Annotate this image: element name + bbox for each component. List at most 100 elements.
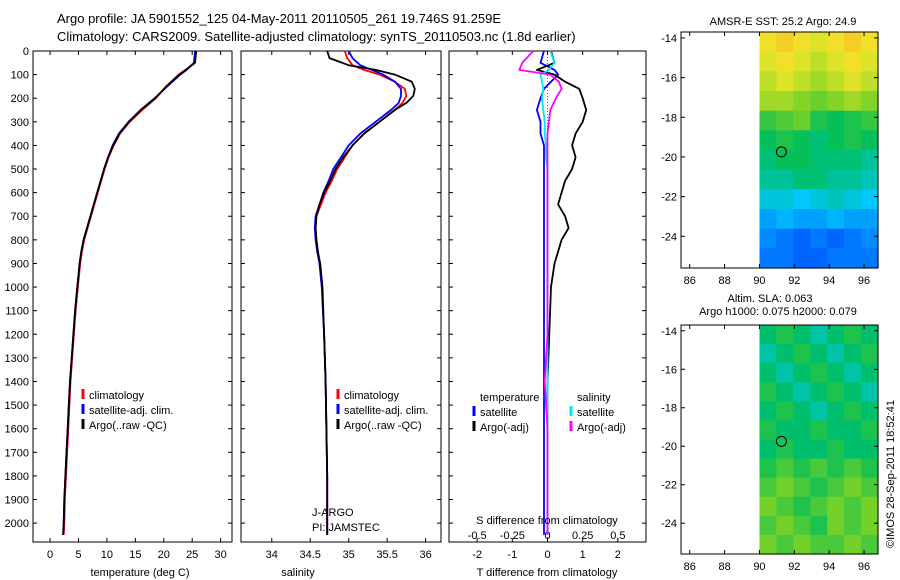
temperature-plot-frame	[32, 50, 233, 543]
sla-heatmap-cell	[776, 477, 794, 498]
sst-x-tick-label: 96	[858, 275, 870, 287]
sst-heatmap-cell	[810, 110, 828, 131]
salinity-annotation-jargo: J-ARGO	[312, 507, 354, 519]
sst-heatmap-cell	[861, 32, 879, 53]
sst-heatmap-cell	[759, 110, 777, 131]
sla-heatmap-cell	[810, 534, 828, 555]
sla-heatmap-cell	[759, 363, 777, 383]
sla-heatmap-cell	[793, 534, 811, 555]
salinity-x-tick-label: 34.5	[300, 549, 321, 561]
difference-s-tick-label: -0.5	[468, 530, 487, 542]
sst-heatmap-cell	[759, 189, 777, 210]
difference-legend-label: Argo(-adj)	[480, 422, 529, 434]
sst-heatmap-cell	[759, 248, 777, 269]
sst-heatmap-cell	[844, 130, 862, 151]
sla-heatmap-cell	[776, 515, 794, 536]
sla-heatmap-cell	[776, 382, 794, 402]
sla-heatmap-cell	[759, 382, 777, 402]
sla-heatmap-cell	[861, 344, 879, 364]
sla-heatmap-cell	[861, 477, 879, 498]
difference-x-tick-label: 2	[615, 549, 621, 561]
sla-heatmap-cell	[776, 325, 794, 345]
sla-y-tick-label: -24	[661, 518, 677, 530]
sla-heatmap-cell	[776, 363, 794, 383]
sla-heatmap-cell	[776, 458, 794, 479]
sst-heatmap-cell	[759, 91, 777, 112]
imos-credit: ©IMOS 28-Sep-2011 18:52:41	[885, 400, 897, 548]
sst-heatmap-cell	[776, 51, 794, 72]
sst-heatmap-cell	[759, 150, 777, 171]
sst-heatmap-cell	[793, 248, 811, 269]
sst-heatmap-cell	[793, 130, 811, 151]
sla-heatmap-cell	[827, 439, 845, 460]
salinity-series-line	[314, 50, 408, 535]
difference-x-tick-label: -2	[472, 549, 482, 561]
sst-heatmap-cell	[793, 110, 811, 131]
sla-heatmap-cell	[759, 477, 777, 498]
temperature-profile-panel: 0100200300400500600700800900100011001200…	[5, 46, 233, 561]
sst-heatmap-cell	[844, 150, 862, 171]
difference-legend-label: salinity	[577, 392, 611, 404]
sla-heatmap-cell	[810, 325, 828, 345]
salinity-x-tick-label: 35.5	[376, 549, 397, 561]
sst-y-tick-label: -18	[661, 112, 677, 124]
sla-map-title: Altim. SLA: 0.063	[728, 293, 813, 305]
sla-heatmap-cell	[861, 496, 879, 517]
temperature-xlabel: temperature (deg C)	[90, 567, 189, 579]
sst-heatmap-cell	[827, 189, 845, 210]
sla-heatmap-cell	[844, 325, 862, 345]
depth-tick-label: 1900	[5, 495, 29, 507]
sla-heatmap-cell	[759, 325, 777, 345]
sla-heatmap-cell	[844, 420, 862, 441]
temperature-x-tick-label: 10	[101, 549, 113, 561]
difference-legend-label: satellite	[480, 407, 517, 419]
depth-tick-label: 1500	[5, 400, 29, 412]
salinity-legend-label: climatology	[344, 390, 400, 402]
sst-heatmap-cell	[844, 91, 862, 112]
sla-heatmap-cell	[810, 515, 828, 536]
difference-s-tick-label: -0.25	[500, 530, 525, 542]
sst-heatmap-cell	[827, 169, 845, 190]
depth-tick-label: 1400	[5, 376, 29, 388]
sla-x-tick-label: 94	[823, 561, 835, 573]
sla-heatmap-cell	[827, 477, 845, 498]
difference-x-tick-label: -1	[507, 549, 517, 561]
sla-heatmap-cell	[759, 439, 777, 460]
salinity-x-tick-label: 34	[266, 549, 278, 561]
sla-heatmap-cell	[776, 439, 794, 460]
sla-heatmap-cell	[759, 344, 777, 364]
sla-heatmap-cell	[861, 363, 879, 383]
sst-heatmap-cell	[844, 189, 862, 210]
sst-heatmap-cell	[844, 248, 862, 269]
sla-heatmap-cell	[793, 477, 811, 498]
sla-heatmap-cell	[861, 401, 879, 421]
sla-argo-position-marker	[775, 435, 787, 447]
depth-tick-label: 600	[11, 188, 29, 200]
sla-heatmap-cell	[793, 496, 811, 517]
header-line-1: Argo profile: JA 5901552_125 04-May-2011…	[57, 11, 501, 26]
sla-heatmap-cell	[810, 458, 828, 479]
depth-tick-label: 1200	[5, 329, 29, 341]
sla-heatmap-cell	[861, 439, 879, 460]
depth-tick-label: 1600	[5, 424, 29, 436]
sst-heatmap-cell	[827, 71, 845, 92]
temperature-series-line	[62, 50, 198, 535]
sst-heatmap-cell	[827, 150, 845, 171]
sla-heatmap-cell	[793, 420, 811, 441]
sla-heatmap-cell	[793, 325, 811, 345]
difference-legend-label: satellite	[577, 407, 614, 419]
sst-heatmap-cell	[776, 228, 794, 249]
sst-heatmap-cell	[827, 209, 845, 230]
difference-series-line	[518, 50, 563, 535]
sst-x-tick-label: 92	[788, 275, 800, 287]
sst-y-tick-label: -24	[661, 231, 677, 243]
sst-heatmap-cell	[844, 71, 862, 92]
sst-x-tick-label: 94	[823, 275, 835, 287]
sst-heatmap-cell	[810, 51, 828, 72]
difference-xlabel: T difference from climatology	[477, 567, 618, 579]
sla-heatmap-cell	[844, 458, 862, 479]
sla-x-tick-label: 86	[684, 561, 696, 573]
sst-heatmap-cell	[776, 248, 794, 269]
sst-heatmap-cell	[810, 228, 828, 249]
sla-y-tick-label: -18	[661, 403, 677, 415]
